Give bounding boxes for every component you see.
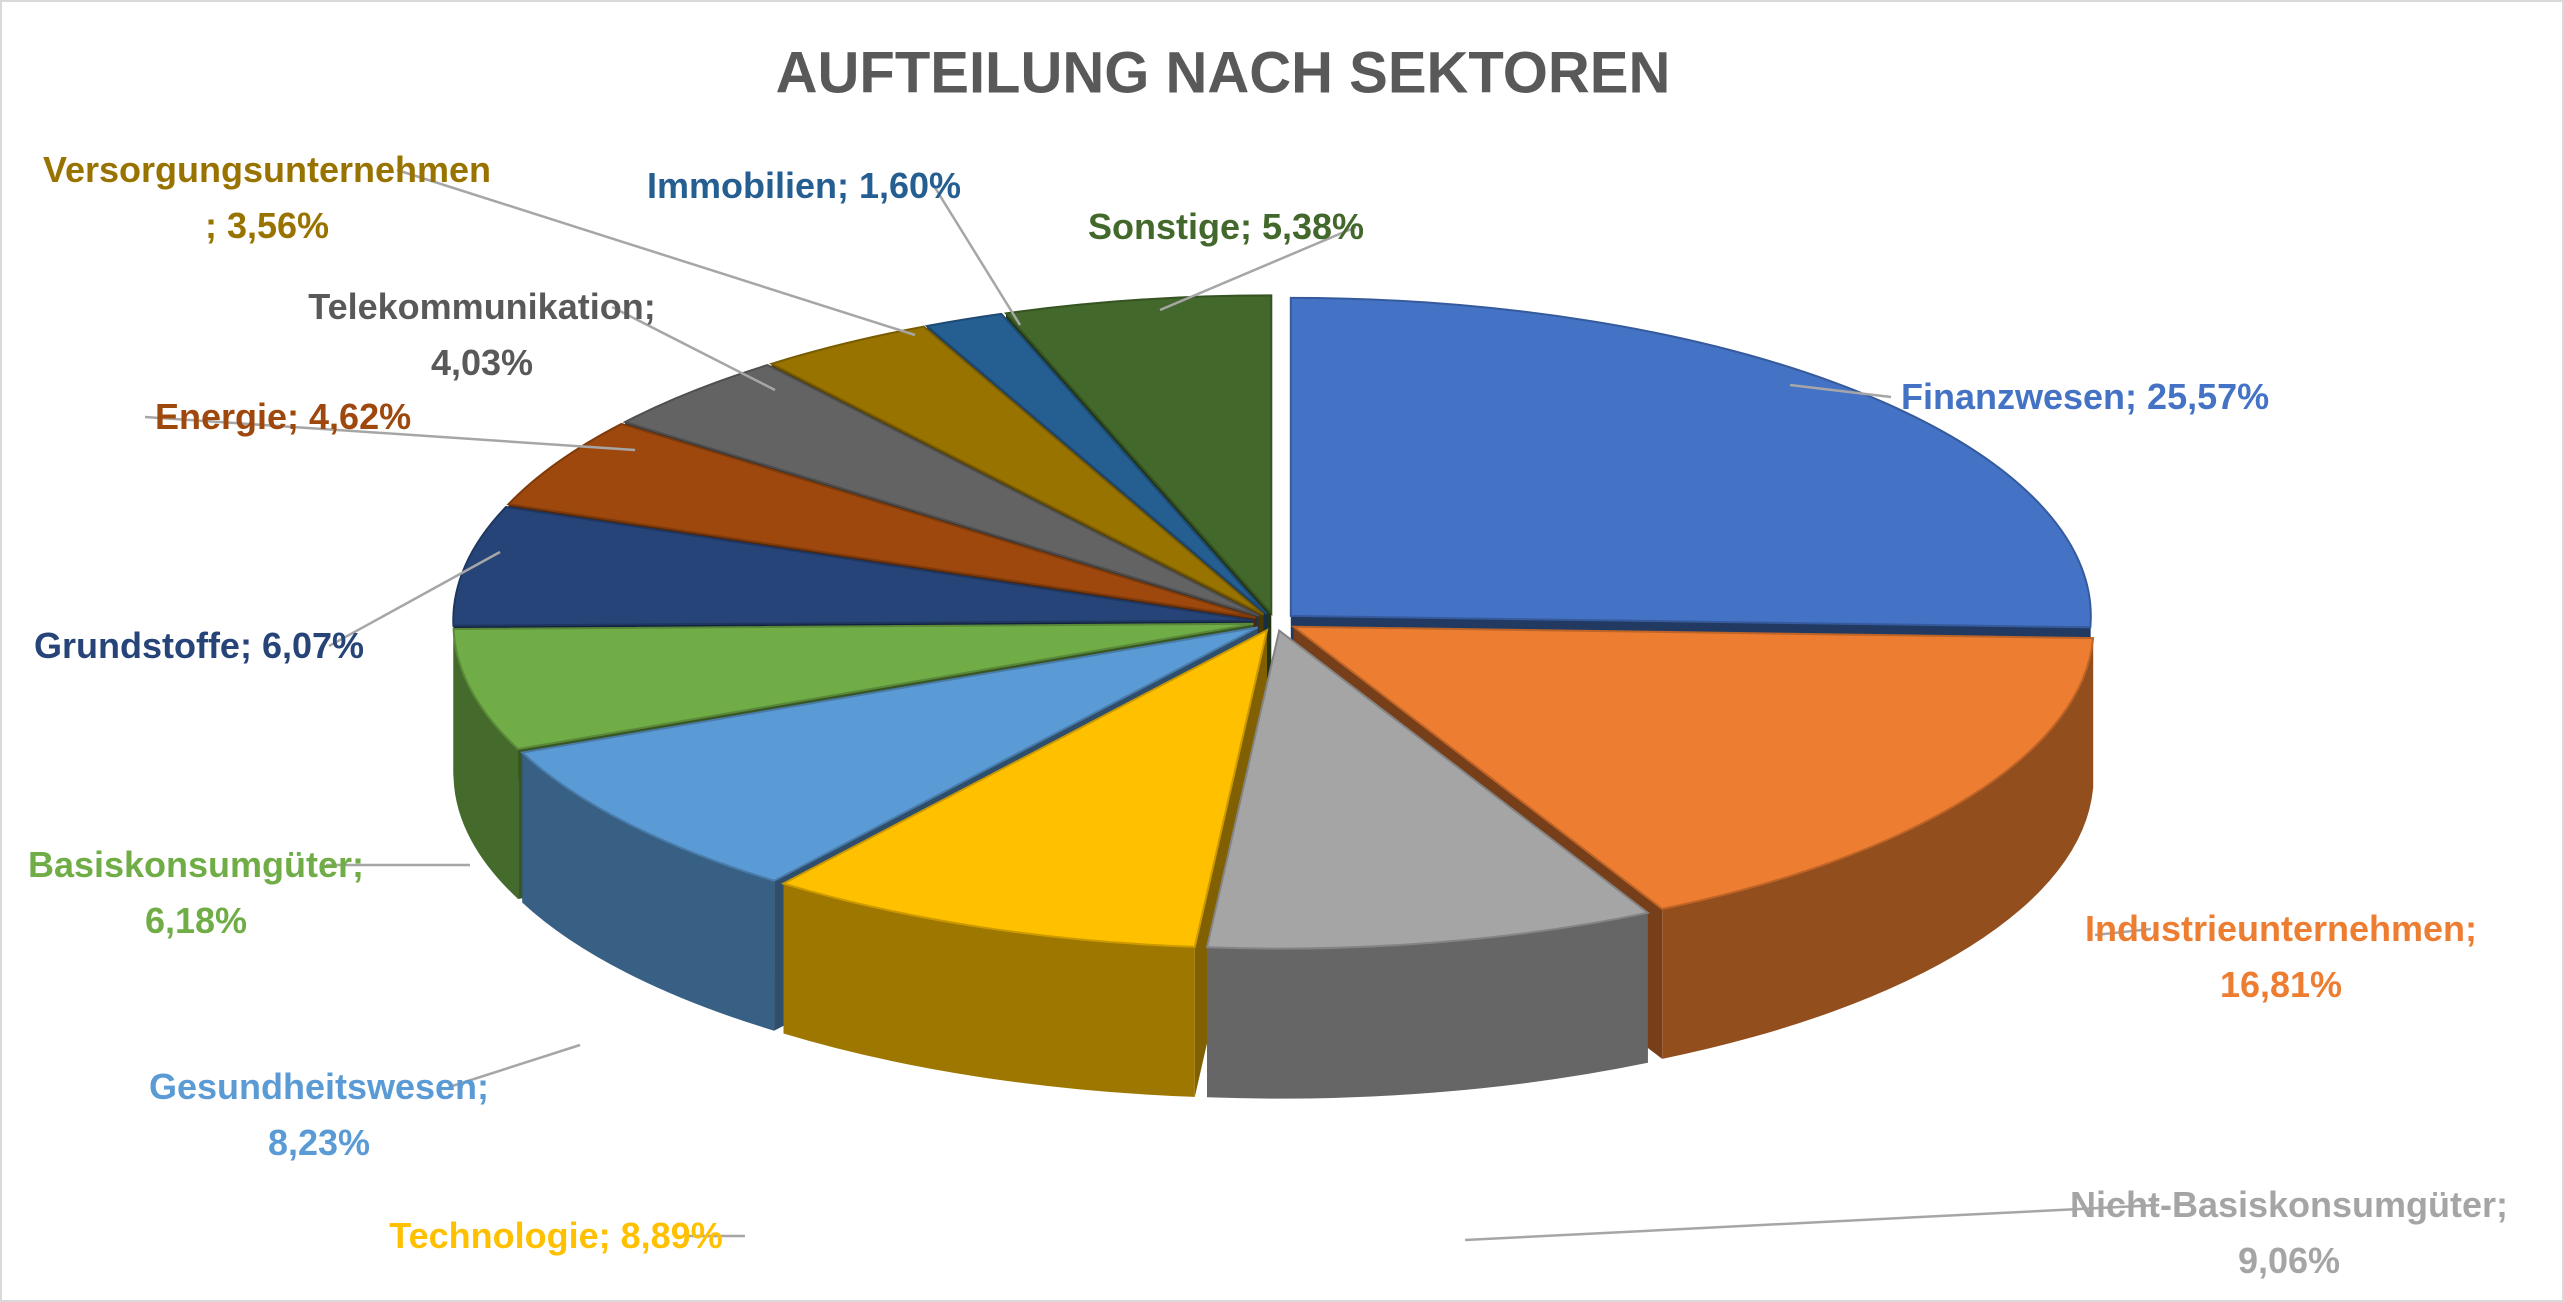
- pie-slice: [1290, 625, 2095, 910]
- slice-side: [783, 883, 1195, 1097]
- data-label-line: Nicht-Basiskonsumgüter;: [2070, 1184, 2508, 1225]
- data-label-line: 4,03%: [431, 342, 533, 383]
- data-label-line: 6,18%: [145, 900, 247, 941]
- leader-line: [328, 550, 501, 648]
- data-label: Nicht-Basiskonsumgüter; 9,06%: [2070, 1184, 2508, 1281]
- pie-slice: [768, 325, 1265, 616]
- leader-line: [1159, 225, 1357, 312]
- slice-side: [453, 629, 519, 899]
- data-label-line: ; 3,56%: [205, 205, 329, 246]
- slice-side: [1207, 912, 1648, 1099]
- data-label-line: Sonstige; 5,38%: [1088, 206, 1364, 247]
- data-label-line: Basiskonsumgüter;: [28, 844, 364, 885]
- pie-slice: [452, 622, 1254, 751]
- data-label: Telekommunikation; 4,03%: [308, 286, 655, 383]
- pie-slice: [1004, 294, 1273, 617]
- pie-slice: [520, 626, 1259, 882]
- data-label: Energie; 4,62%: [155, 396, 411, 437]
- pie-slice: [506, 422, 1257, 619]
- data-label: Finanzwesen; 25,57%: [1901, 376, 2269, 417]
- pie-slice: [622, 364, 1260, 617]
- data-label-line: Gesundheitswesen;: [149, 1066, 489, 1107]
- data-label: Industrieunternehmen; 16,81%: [2085, 908, 2477, 1005]
- data-label-line: Energie; 4,62%: [155, 396, 411, 437]
- leader-line: [2094, 927, 2152, 937]
- data-label: Grundstoffe; 6,07%: [34, 625, 364, 666]
- pie-slice: [1205, 628, 1651, 950]
- data-label-line: Industrieunternehmen;: [2085, 908, 2477, 949]
- leader-line: [611, 305, 776, 392]
- data-label-line: 16,81%: [2220, 964, 2342, 1005]
- leader-line: [144, 415, 636, 452]
- leader-line: [932, 185, 1022, 326]
- data-label: Technologie; 8,89%: [389, 1215, 722, 1256]
- slice-side: [522, 752, 775, 1031]
- pie-slice: [452, 505, 1254, 627]
- data-label-line: Grundstoffe; 6,07%: [34, 625, 364, 666]
- data-label-line: Technologie; 8,89%: [389, 1215, 722, 1256]
- data-label-line: Finanzwesen; 25,57%: [1901, 376, 2269, 417]
- leader-line: [1464, 1203, 2160, 1242]
- data-label: Basiskonsumgüter; 6,18%: [28, 844, 364, 941]
- data-label-line: 8,23%: [268, 1122, 370, 1163]
- leader-line: [1789, 383, 1892, 399]
- data-label: Versorgungsunternehmen ; 3,56%: [43, 149, 491, 246]
- data-label-line: 9,06%: [2238, 1240, 2340, 1281]
- data-label: Immobilien; 1,60%: [647, 165, 961, 206]
- pie-slice: [924, 312, 1268, 615]
- leader-line: [448, 1043, 581, 1089]
- slice-side: [1662, 638, 2094, 1059]
- data-label: Sonstige; 5,38%: [1088, 206, 1364, 247]
- data-label-line: Versorgungsunternehmen: [43, 149, 491, 190]
- pie-slice: [780, 628, 1269, 948]
- data-label: Gesundheitswesen; 8,23%: [149, 1066, 489, 1163]
- data-label-line: Immobilien; 1,60%: [647, 165, 961, 206]
- chart-title: AUFTEILUNG NACH SEKTOREN: [776, 40, 1671, 105]
- data-label-line: Telekommunikation;: [308, 286, 655, 327]
- leader-line: [396, 168, 916, 337]
